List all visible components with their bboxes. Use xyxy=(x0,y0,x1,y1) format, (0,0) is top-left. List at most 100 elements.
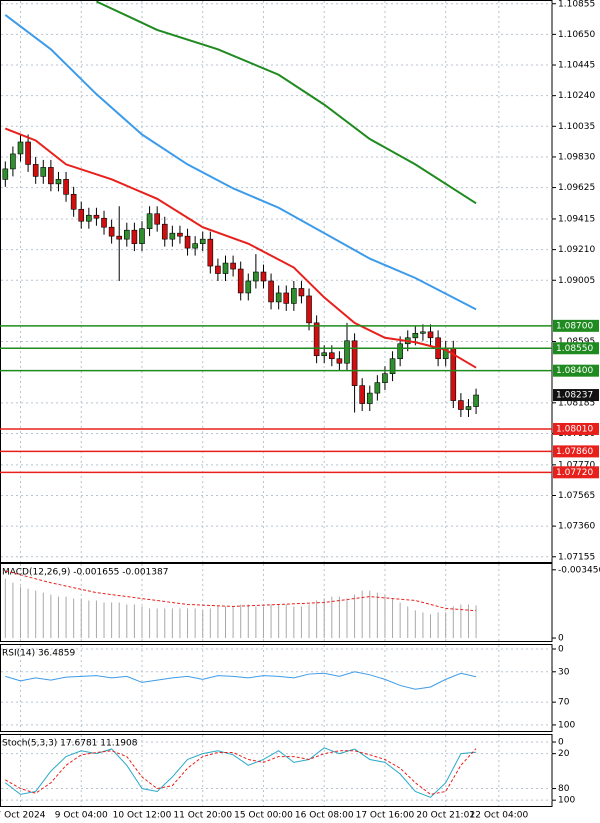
y-tick-label: 1.07770 xyxy=(558,460,595,470)
candle-body xyxy=(116,235,123,240)
candle-body xyxy=(351,340,358,386)
x-tick-label: 11 Oct 20:00 xyxy=(173,811,232,821)
candle-body xyxy=(199,238,206,244)
candle-body xyxy=(207,238,214,267)
candle-body xyxy=(237,268,244,294)
candle-body xyxy=(382,373,388,383)
candle-body xyxy=(389,358,396,374)
indicator-title: Stoch(5,3,3) 17.6781 11.1908 xyxy=(2,739,138,749)
candle-body xyxy=(275,292,282,303)
level-label: 1.08700 xyxy=(556,321,593,331)
candle-body xyxy=(465,406,472,410)
y-tick-label: 1.09005 xyxy=(558,276,595,286)
candle-body xyxy=(329,352,335,360)
y-tick-label: 1.10855 xyxy=(558,0,595,9)
candle-body xyxy=(215,265,221,274)
y-tick-label: 0 xyxy=(558,634,564,644)
candle-body xyxy=(63,179,69,195)
level-label-box xyxy=(553,342,599,355)
candle-body xyxy=(260,271,267,282)
level-label: 1.08010 xyxy=(556,424,593,434)
current-price-box xyxy=(553,389,599,402)
candle-body xyxy=(184,235,191,249)
candle-body xyxy=(298,288,305,297)
y-tick-label: 1.07360 xyxy=(558,522,595,532)
y-tick-label: 70 xyxy=(558,698,570,708)
level-label-box xyxy=(553,319,599,332)
y-tick-label: 1.10650 xyxy=(558,30,595,40)
candle-body xyxy=(344,340,350,364)
candle-body xyxy=(161,223,168,240)
level-label-box xyxy=(553,364,599,377)
level-label-box xyxy=(553,422,599,435)
candle-body xyxy=(473,394,479,407)
x-tick-label: 20 Oct 21:01 xyxy=(416,811,475,821)
level-label: 1.08550 xyxy=(556,344,593,354)
candle-body xyxy=(374,382,381,394)
level-label: 1.07860 xyxy=(556,447,593,457)
candle-body xyxy=(359,385,365,404)
candle-body xyxy=(321,352,328,357)
x-tick-label: 16 Oct 08:00 xyxy=(295,811,354,821)
candle-body xyxy=(306,295,312,324)
level-label-box xyxy=(553,445,599,458)
x-tick-label: 22 Oct 04:00 xyxy=(470,811,529,821)
candle-body xyxy=(48,167,54,185)
candle-body xyxy=(169,232,176,240)
candle-body xyxy=(70,194,77,210)
panel-frame xyxy=(0,644,553,732)
indicator-title: RSI(14) 36.4859 xyxy=(2,649,75,659)
candle-body xyxy=(177,232,183,237)
y-tick-label: 0 xyxy=(558,738,564,748)
indicator-line xyxy=(5,748,477,795)
candle-body xyxy=(86,214,92,222)
candle-body xyxy=(283,292,290,304)
candle-body xyxy=(230,262,236,270)
candle-body xyxy=(2,168,9,180)
candle-body xyxy=(40,167,47,177)
candle-body xyxy=(10,153,16,170)
candle-body xyxy=(108,226,115,237)
candle-body xyxy=(458,400,464,410)
candle-body xyxy=(32,164,39,177)
y-tick-label: 1.07565 xyxy=(558,491,595,501)
y-tick-label: 30 xyxy=(558,667,570,677)
y-tick-label: 1.08185 xyxy=(558,398,595,408)
moving-average xyxy=(4,14,477,311)
y-tick-label: 100 xyxy=(558,720,575,730)
x-tick-label: 17 Oct 16:00 xyxy=(356,811,415,821)
indicator-line xyxy=(5,671,477,690)
y-tick-label: 100 xyxy=(558,796,575,806)
candle-body xyxy=(397,343,403,360)
candle-body xyxy=(78,208,85,222)
candle-body xyxy=(25,141,31,165)
candle-body xyxy=(268,280,274,303)
y-tick-label: -0.003456 xyxy=(558,565,600,575)
candle-body xyxy=(93,214,100,219)
y-tick-label: 1.09415 xyxy=(558,214,595,224)
candle-body xyxy=(253,271,259,282)
y-tick-label: 1.10035 xyxy=(558,122,595,132)
y-tick-label: 0 xyxy=(558,645,564,655)
x-tick-label: 15 Oct 00:00 xyxy=(234,811,293,821)
y-tick-label: 20 xyxy=(558,749,570,759)
candle-body xyxy=(154,213,160,225)
candle-body xyxy=(245,280,252,294)
candle-body xyxy=(291,288,297,304)
candle-body xyxy=(146,213,153,229)
candle-body xyxy=(55,179,62,185)
x-tick-label: 9 Oct 04:00 xyxy=(55,811,108,821)
candle-body xyxy=(139,228,145,244)
candle-body xyxy=(313,322,320,357)
candle-body xyxy=(412,333,419,339)
indicator-title: MACD(12,26,9) -0.001655 -0.001387 xyxy=(2,568,168,578)
y-tick-label: 1.07155 xyxy=(558,552,595,562)
y-tick-label: 1.10445 xyxy=(558,61,595,71)
candle-body xyxy=(336,358,343,364)
level-label: 1.07720 xyxy=(556,468,593,478)
indicator-line xyxy=(5,747,477,798)
candle-body xyxy=(101,217,107,228)
y-tick-label: 1.09210 xyxy=(558,245,595,255)
